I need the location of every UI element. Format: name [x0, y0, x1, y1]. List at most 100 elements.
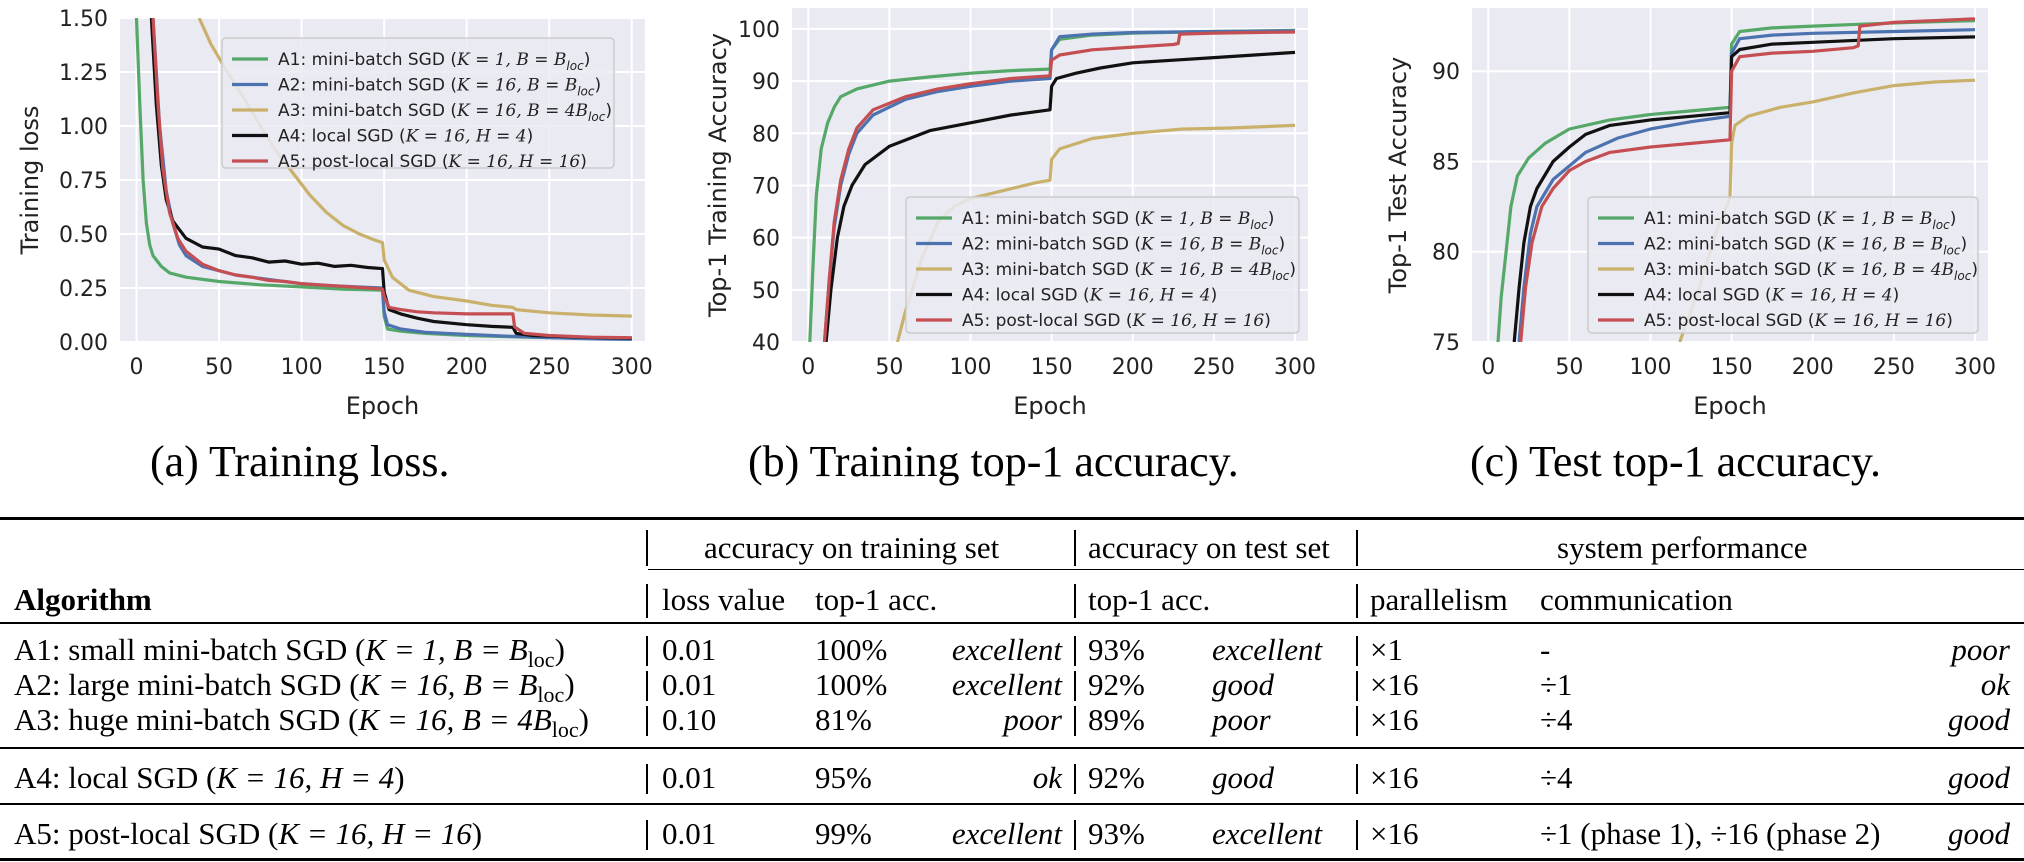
parallelism-cell: ×16 [1370, 667, 1419, 702]
parallelism-cell: ×16 [1370, 760, 1419, 795]
y-tick-label: 0.25 [59, 277, 108, 302]
table-group-rule [648, 569, 2024, 570]
communication-quality-cell: good [1948, 702, 2010, 737]
col-separator [1356, 584, 1358, 618]
algorithm-cell: A2: large mini-batch SGD (K = 16, B = Bl… [14, 667, 575, 708]
y-tick-label: 60 [752, 227, 780, 252]
col-header-algorithm: Algorithm [14, 582, 152, 617]
caption-a: (a) Training loss. [150, 437, 450, 486]
y-tick-label: 50 [752, 279, 780, 304]
table-header-rule [0, 622, 2024, 624]
y-tick-label: 100 [738, 18, 780, 43]
col-header-test-top1: top-1 acc. [1088, 582, 1211, 617]
col-header-train-top1: top-1 acc. [815, 582, 938, 617]
algorithm-cell: A3: huge mini-batch SGD (K = 16, B = 4Bl… [14, 702, 589, 743]
chart-legend: A1: mini-batch SGD (K = 1, B = Bloc) A2: … [1587, 196, 1979, 334]
train-acc-cell: 81% [815, 702, 872, 737]
series-line [1517, 28, 1976, 342]
legend-entry-label: A4: local SGD (K = 16, H = 4) [1644, 286, 1899, 306]
x-axis-label: Epoch [1013, 392, 1087, 420]
col-separator [646, 764, 648, 794]
y-tick-label: 90 [1432, 60, 1460, 85]
col-separator [1356, 671, 1358, 701]
y-tick-label: 70 [752, 174, 780, 199]
legend-entry-label: A4: local SGD (K = 16, H = 4) [962, 286, 1217, 306]
col-separator [646, 530, 648, 566]
test-quality-cell: good [1212, 760, 1274, 795]
test-quality-cell: excellent [1212, 816, 1323, 851]
col-header-parallelism: parallelism [1370, 582, 1508, 617]
series-line [1496, 19, 1976, 342]
loss-value-cell: 0.01 [662, 816, 717, 851]
x-tick-label: 300 [1274, 355, 1316, 380]
col-separator [646, 636, 648, 666]
communication-cell: ÷1 [1540, 667, 1573, 702]
communication-quality-cell: good [1948, 760, 2010, 795]
legend-entry-label: A1: mini-batch SGD (K = 1, B = Bloc) [278, 50, 590, 73]
col-separator [1074, 584, 1076, 618]
col-separator [1074, 636, 1076, 666]
x-tick-label: 200 [446, 355, 488, 380]
legend-entry-label: A5: post-local SGD (K = 16, H = 16) [278, 152, 587, 172]
x-axis-label: Epoch [1693, 392, 1767, 420]
series-line [824, 50, 1296, 342]
legend-entry-label: A2: mini-batch SGD (K = 16, B = Bloc) [278, 76, 601, 99]
legend-entry-label: A5: post-local SGD (K = 16, H = 16) [1644, 311, 1953, 331]
chart-training-accuracy: 0 50 100 150 200 250 300 40 50 60 70 80 90 100 Epoch To… [704, 8, 1316, 420]
x-tick-label: 0 [1481, 355, 1495, 380]
communication-quality-cell: ok [1980, 667, 2010, 702]
col-separator [1074, 820, 1076, 850]
legend-entry-label: A3: mini-batch SGD (K = 16, B = 4Bloc) [278, 101, 612, 124]
y-tick-label: 75 [1432, 331, 1460, 356]
x-tick-label: 100 [281, 355, 323, 380]
figure-charts: 0 50 100 150 200 250 300 0.00 0.25 0.50 0.75 1.00 1.… [16, 7, 1996, 420]
parallelism-cell: ×16 [1370, 702, 1419, 737]
series-line [149, 18, 632, 340]
test-acc-cell: 92% [1088, 760, 1145, 795]
y-tick-label: 1.25 [59, 61, 108, 86]
series-line [1512, 35, 1976, 342]
x-tick-label: 100 [949, 355, 991, 380]
communication-quality-cell: poor [1951, 632, 2010, 667]
x-tick-label: 0 [130, 355, 144, 380]
group-header-system: system performance [1557, 530, 1808, 565]
communication-cell: ÷1 (phase 1), ÷16 (phase 2) [1540, 816, 1881, 851]
test-acc-cell: 92% [1088, 667, 1145, 702]
x-tick-label: 100 [1629, 355, 1671, 380]
group-header-test: accuracy on test set [1088, 530, 1330, 565]
legend-entry-label: A5: post-local SGD (K = 16, H = 16) [962, 311, 1271, 331]
chart-training-loss: 0 50 100 150 200 250 300 0.00 0.25 0.50 0.75 1.00 1.… [16, 7, 653, 420]
train-acc-cell: 100% [815, 632, 888, 667]
legend-box [1587, 196, 1979, 334]
legend-box [905, 196, 1300, 334]
test-acc-cell: 93% [1088, 816, 1145, 851]
legend-entry-label: A1: mini-batch SGD (K = 1, B = Bloc) [962, 209, 1274, 232]
x-tick-label: 250 [528, 355, 570, 380]
y-tick-label: 90 [752, 70, 780, 95]
y-tick-label: 0.50 [59, 223, 108, 248]
y-tick-label: 1.50 [59, 7, 108, 32]
legend-entry-label: A2: mini-batch SGD (K = 16, B = Bloc) [1644, 235, 1967, 258]
y-tick-label: 40 [752, 331, 780, 356]
algorithm-cell: A5: post-local SGD (K = 16, H = 16) [14, 816, 483, 851]
test-acc-cell: 93% [1088, 632, 1145, 667]
loss-value-cell: 0.10 [662, 702, 717, 737]
x-tick-label: 250 [1193, 355, 1235, 380]
train-quality-cell: ok [1032, 760, 1062, 795]
y-axis-label: Training loss [16, 106, 44, 256]
legend-box [221, 37, 615, 169]
x-axis-label: Epoch [346, 392, 420, 420]
table-section-rule-1 [0, 747, 2024, 749]
col-separator [1356, 636, 1358, 666]
col-separator [1356, 530, 1358, 566]
x-tick-label: 250 [1873, 355, 1915, 380]
x-tick-label: 300 [1954, 355, 1996, 380]
test-quality-cell: excellent [1212, 632, 1323, 667]
train-quality-cell: excellent [951, 667, 1062, 702]
col-separator [1074, 706, 1076, 736]
table-section-rule-2 [0, 803, 2024, 805]
communication-cell: - [1540, 632, 1551, 667]
test-acc-cell: 89% [1088, 702, 1145, 737]
x-tick-label: 50 [205, 355, 233, 380]
col-separator [1356, 764, 1358, 794]
